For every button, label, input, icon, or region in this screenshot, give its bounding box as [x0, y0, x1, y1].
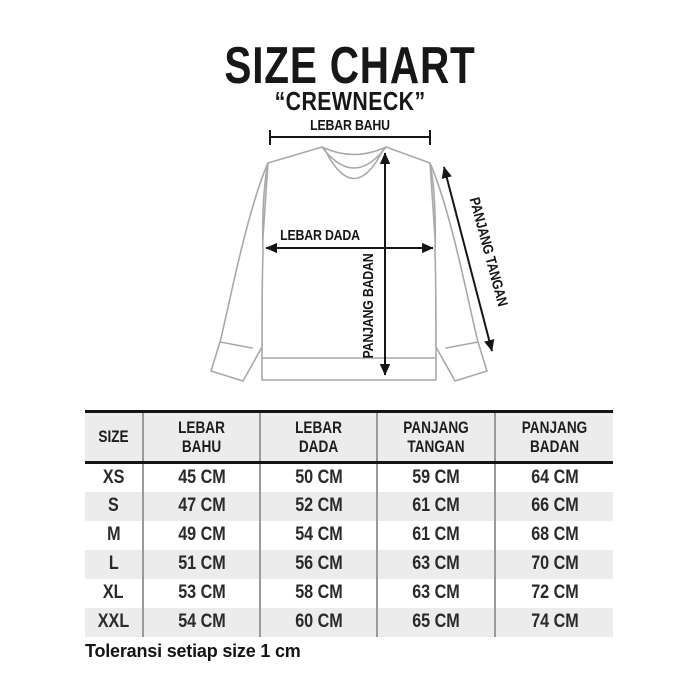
value-cell: 54 CM [142, 607, 260, 637]
value-cell: 65 CM [376, 607, 495, 637]
garment-outline [210, 146, 488, 382]
value-cell: 50 CM [259, 462, 377, 492]
subtitle-text: “CREWNECK” [274, 86, 426, 116]
size-cell: L [85, 549, 143, 579]
left-sleeve [210, 162, 269, 382]
value-cell: 52 CM [259, 491, 377, 521]
value-cell: 61 CM [376, 520, 495, 550]
value-cell: 58 CM [259, 578, 377, 608]
value-cell: 51 CM [142, 549, 260, 579]
value-cell: 68 CM [494, 520, 613, 550]
title-text: SIZE CHART [224, 37, 476, 95]
size-table: SIZE LEBAR BAHU LEBAR DADA PANJANG TANGAN P… [85, 410, 613, 637]
col-header-lebar-dada: LEBAR DADA [259, 410, 377, 464]
page-title: SIZE CHART [0, 36, 700, 96]
body-length-label: PANJANG BADAN [360, 254, 376, 359]
measurement-annotations [265, 130, 495, 376]
sleeve-length-arrow [441, 166, 495, 352]
value-cell: 59 CM [376, 462, 495, 492]
tolerance-note: Toleransi setiap size 1 cm [85, 641, 301, 661]
col-header-lebar-bahu: LEBAR BAHU [142, 410, 260, 464]
header-row: SIZE LEBAR BAHU LEBAR DADA PANJANG TANGAN P… [85, 410, 613, 464]
table-row-l: L 51 CM 56 CM 63 CM 70 CM [85, 549, 613, 579]
collar-outer-arc [321, 146, 387, 169]
col-header-panjang-tangan: PANJANG TANGAN [376, 410, 495, 464]
size-cell: S [85, 491, 143, 521]
value-cell: 74 CM [494, 607, 613, 637]
value-cell: 63 CM [376, 549, 495, 579]
chest-width-label: LEBAR DADA [280, 227, 360, 243]
table-row-s: S 47 CM 52 CM 61 CM 66 CM [85, 491, 613, 521]
size-cell: XL [103, 582, 124, 603]
value-cell: 56 CM [259, 549, 377, 579]
value-cell: 64 CM [494, 462, 613, 492]
value-cell: 53 CM [142, 578, 260, 608]
torso-shape [261, 146, 437, 381]
table-row-xs: XS 45 CM 50 CM 59 CM 64 CM [85, 462, 613, 492]
size-table-header: SIZE LEBAR BAHU LEBAR DADA PANJANG TANGAN P… [85, 410, 613, 464]
sleeve-length-label: PANJANG TANGAN [466, 196, 511, 308]
collar-inner-arc [324, 149, 384, 180]
page-subtitle: “CREWNECK” [0, 86, 700, 117]
table-row-xl: XL 53 CM 58 CM 63 CM 72 CM [85, 578, 613, 608]
value-cell: 61 CM [376, 491, 495, 521]
value-cell: 49 CM [142, 520, 260, 550]
value-cell: 45 CM [142, 462, 260, 492]
shoulder-width-label: LEBAR BAHU [310, 117, 390, 133]
size-table-body: XS 45 CM 50 CM 59 CM 64 CM S 47 CM 52 CM… [85, 462, 613, 637]
value-cell: 63 CM [376, 578, 495, 608]
size-cell: M [106, 524, 121, 545]
size-cell: XXL [85, 607, 143, 637]
table-row-m: M 49 CM 54 CM 61 CM 68 CM [85, 520, 613, 550]
value-cell: 54 CM [259, 520, 377, 550]
value-cell: 72 CM [494, 578, 613, 608]
value-cell: 66 CM [494, 491, 613, 521]
value-cell: 70 CM [494, 549, 613, 579]
col-header-size: SIZE [85, 410, 143, 464]
size-cell: XS [102, 466, 125, 488]
left-cuff-line [219, 341, 253, 349]
col-header-panjang-badan: PANJANG BADAN [494, 410, 613, 464]
value-cell: 47 CM [142, 491, 260, 521]
table-row-xxl: XXL 54 CM 60 CM 65 CM 74 CM [85, 607, 613, 637]
value-cell: 60 CM [259, 607, 377, 637]
